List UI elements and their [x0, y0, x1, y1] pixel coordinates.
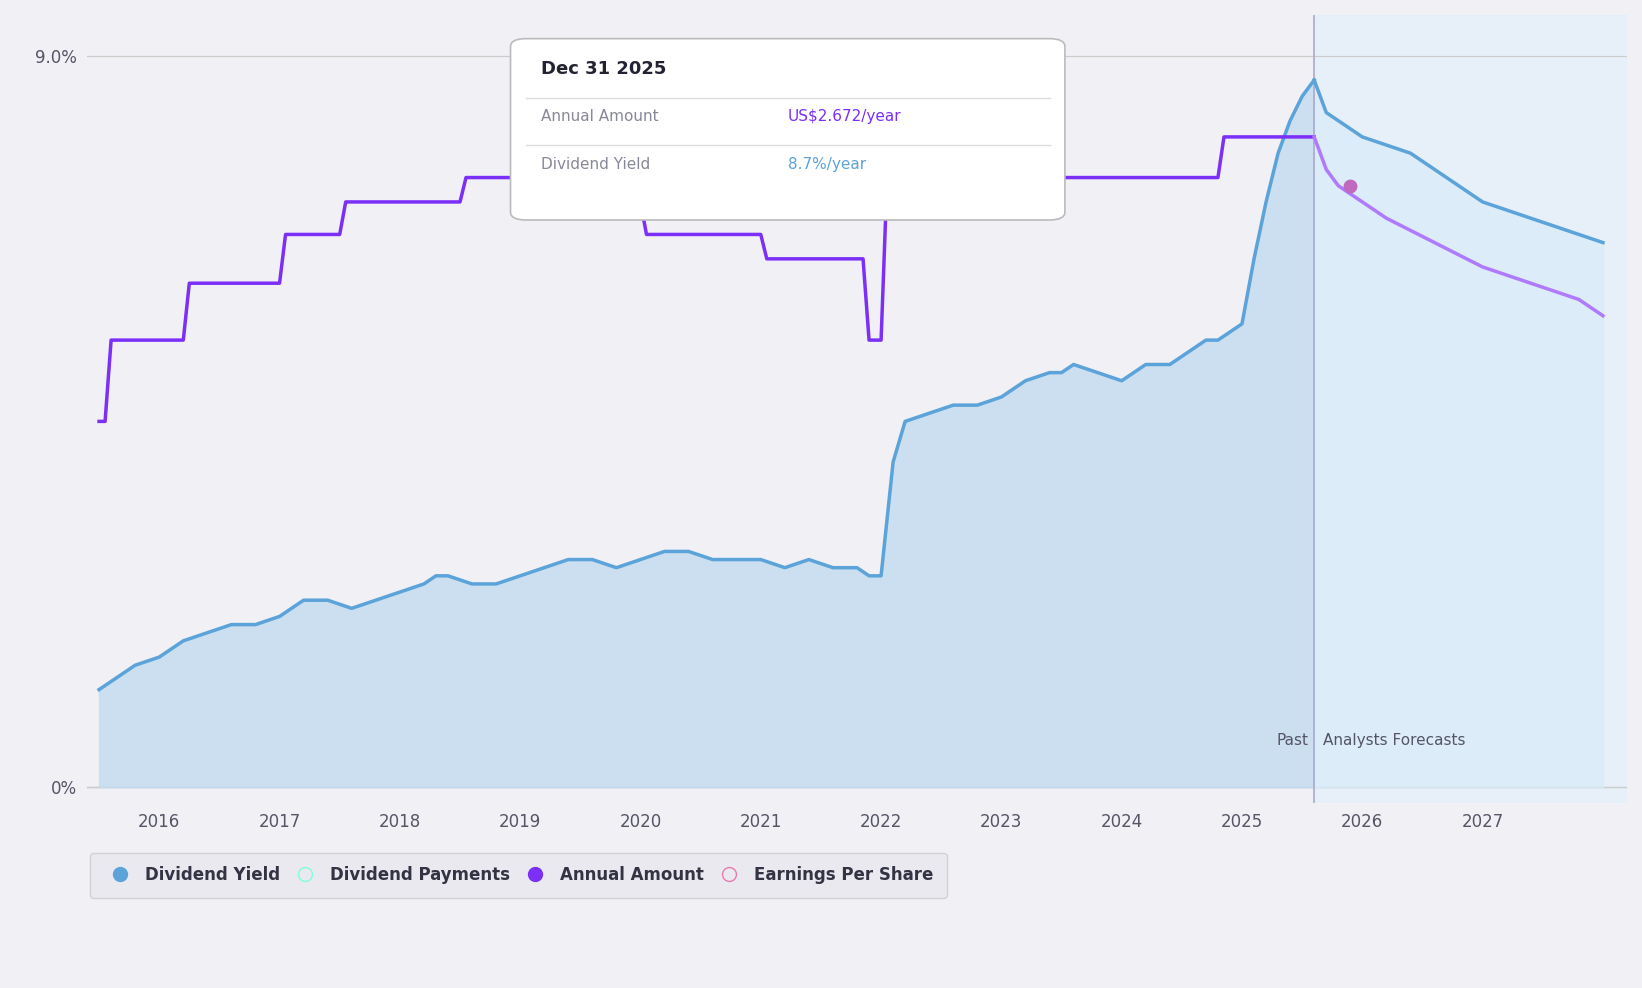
Bar	[1314, 15, 1627, 803]
Text: Annual Amount: Annual Amount	[542, 110, 658, 124]
Text: 8.7%/year: 8.7%/year	[788, 157, 865, 172]
Text: Past: Past	[1276, 733, 1309, 748]
Text: Dividend Yield: Dividend Yield	[542, 157, 650, 172]
Text: Dec 31 2025: Dec 31 2025	[542, 60, 667, 78]
Text: Analysts Forecasts: Analysts Forecasts	[1322, 733, 1465, 748]
Text: US$2.672/year: US$2.672/year	[788, 110, 901, 124]
Legend: Dividend Yield, Dividend Payments, Annual Amount, Earnings Per Share: Dividend Yield, Dividend Payments, Annua…	[90, 853, 946, 897]
FancyBboxPatch shape	[511, 39, 1066, 220]
